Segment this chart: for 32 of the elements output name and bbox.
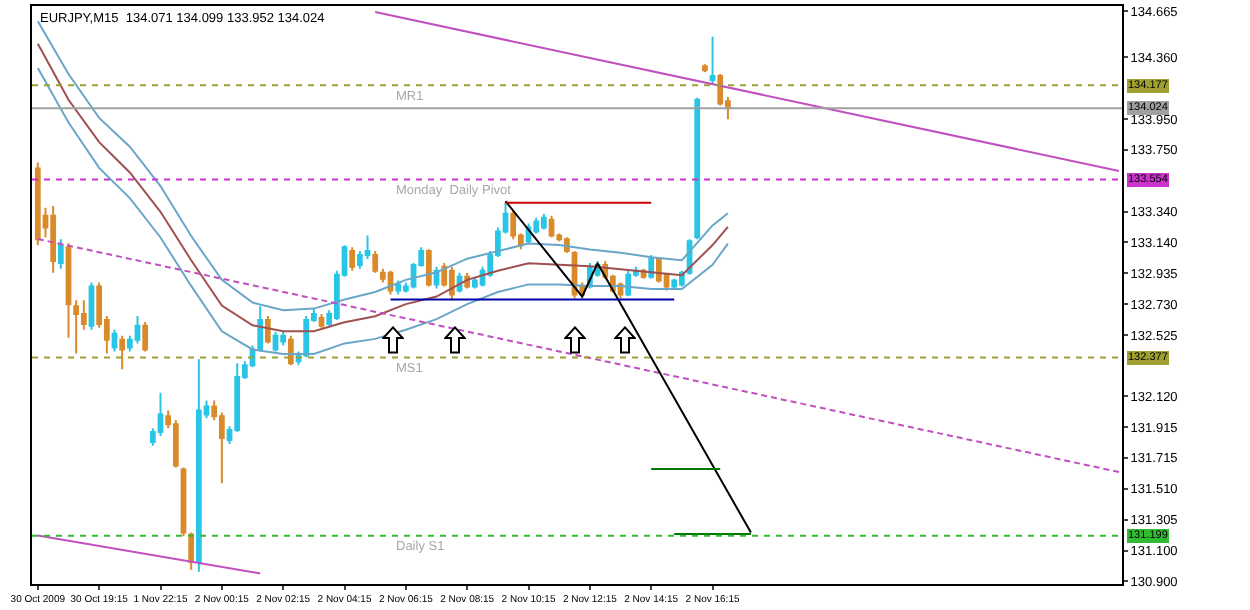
candlestick <box>709 35 716 85</box>
candlestick <box>50 204 57 274</box>
candlestick <box>541 212 547 231</box>
candlestick <box>648 254 655 280</box>
candlestick <box>157 391 164 438</box>
line-series <box>36 67 729 356</box>
candlestick <box>625 269 632 298</box>
candlestick <box>111 328 118 353</box>
candlestick <box>656 256 662 284</box>
candlestick <box>119 334 126 371</box>
candlestick <box>702 63 708 74</box>
candlestick <box>195 358 202 573</box>
candlestick <box>372 250 379 274</box>
candlestick <box>34 161 41 247</box>
candlestick <box>303 315 310 359</box>
candlestick <box>142 320 149 353</box>
candlestick <box>395 279 402 296</box>
candlestick <box>448 265 455 302</box>
candlestick <box>349 246 356 272</box>
candlestick <box>425 248 432 288</box>
candlestick <box>57 238 64 270</box>
candlestick <box>134 315 141 345</box>
line-series <box>504 200 752 534</box>
candlestick <box>318 313 325 329</box>
candlestick <box>671 277 678 290</box>
candlestick <box>287 334 294 367</box>
candlestick <box>694 96 701 241</box>
candlestick <box>280 330 287 347</box>
candlestick <box>533 216 540 235</box>
candlestick <box>472 275 478 290</box>
candlestick <box>510 208 517 241</box>
candlestick <box>264 315 271 345</box>
